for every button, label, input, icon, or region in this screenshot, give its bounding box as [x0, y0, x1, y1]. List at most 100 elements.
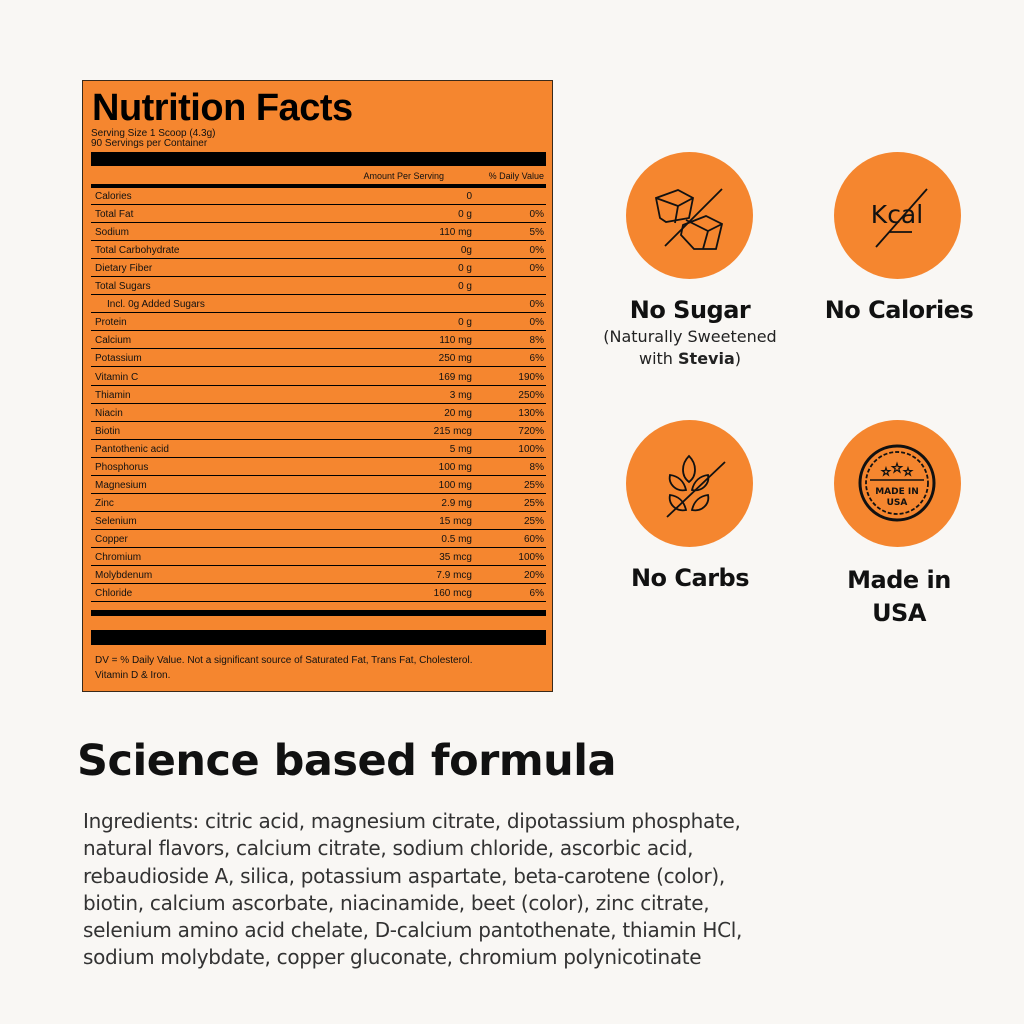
nutrient-dv: 25%: [523, 515, 544, 527]
ingredients-line: biotin, calcium ascorbate, niacinamide, …: [83, 890, 710, 915]
nutrient-name: Biotin: [95, 425, 121, 437]
nutrient-row: Molybdenum 7.9 mcg 20%: [91, 566, 546, 585]
nutrient-name: Phosphorus: [95, 461, 149, 473]
nutrient-dv: 8%: [529, 335, 544, 347]
nutrient-row: Thiamin 3 mg 250%: [91, 386, 546, 404]
footnote-line: Vitamin D & Iron.: [95, 670, 171, 681]
no-sugar-cubes-icon: [654, 188, 724, 250]
nutrient-row: Total Sugars 0 g: [91, 277, 546, 296]
nutrient-row: Incl. 0g Added Sugars 0%: [91, 295, 546, 314]
no-carbs-label: No Carbs: [630, 564, 750, 592]
nutrient-amount: 110 mg: [439, 335, 472, 347]
ingredients-line: natural flavors, calcium citrate, sodium…: [83, 836, 694, 861]
nutrient-name: Potassium: [95, 353, 142, 365]
nutrient-row: Zinc 2.9 mg 25%: [91, 494, 546, 512]
nutrient-amount: 0g: [460, 245, 472, 257]
subtitle-text: ): [734, 349, 741, 368]
nutrient-name: Protein: [95, 317, 127, 329]
nutrient-dv: 130%: [518, 407, 544, 419]
servings-per-container: 90 Servings per Container: [91, 138, 208, 149]
nutrient-name: Sodium: [95, 227, 129, 239]
nutrient-row: Niacin 20 mg 130%: [91, 404, 546, 422]
formula-heading: Science based formula: [77, 736, 617, 786]
subtitle-line: with Stevia): [580, 348, 800, 370]
nutrient-dv: 0%: [529, 209, 544, 221]
nutrient-row: Vitamin C 169 mg 190%: [91, 367, 546, 386]
no-sugar-badge: [626, 152, 753, 279]
ingredients-line: sodium molybdate, copper gluconate, chro…: [83, 945, 702, 970]
nutrient-row: Phosphorus 100 mg 8%: [91, 458, 546, 476]
nutrient-rows: Calories 0 Total Fat 0 g 0% Sodium 110 mg 5% Tot…: [91, 187, 546, 603]
nutrient-amount: 100 mg: [438, 479, 472, 491]
svg-text:★: ★: [882, 467, 891, 478]
subtitle-text: with: [638, 349, 679, 368]
nutrient-dv: 5%: [529, 227, 544, 239]
nutrient-dv: 190%: [518, 371, 544, 383]
nutrient-amount: 0 g: [458, 317, 472, 329]
ingredients-line: Ingredients: citric acid, magnesium citr…: [83, 809, 741, 833]
nutrient-row: Chloride 160 mcg 6%: [91, 584, 546, 603]
serving-size: Serving Size 1 Scoop (4.3g): [91, 128, 216, 139]
nutrient-amount: 0 g: [458, 263, 472, 275]
nutrient-name: Magnesium: [95, 479, 147, 491]
nutrient-row: Magnesium 100 mg 25%: [91, 476, 546, 494]
nutrient-row: Dietary Fiber 0 g 0%: [91, 259, 546, 278]
nutrient-row: Calories 0: [91, 187, 546, 206]
nutrient-name: Niacin: [95, 407, 123, 419]
nutrient-amount: 0.5 mg: [441, 533, 472, 545]
nutrient-row: Protein 0 g 0%: [91, 313, 546, 332]
nutrient-amount: 15 mcg: [439, 515, 472, 527]
nutrient-amount: 7.9 mcg: [436, 570, 472, 582]
footnote: DV = % Daily Value. Not a significant so…: [95, 653, 545, 683]
nutrition-facts-panel: Nutrition Facts Serving Size 1 Scoop (4.…: [82, 80, 553, 692]
nutrient-amount: 0 g: [458, 209, 472, 221]
amount-header: Amount Per Serving: [363, 171, 444, 181]
nutrient-row: Biotin 215 mcg 720%: [91, 422, 546, 440]
nutrient-name: Total Sugars: [95, 281, 151, 293]
nutrient-amount: 215 mcg: [433, 425, 472, 437]
nutrient-amount: 169 mg: [438, 371, 472, 383]
ingredients-list: Ingredients: citric acid, magnesium citr…: [83, 808, 843, 972]
nutrient-amount: 250 mg: [438, 353, 472, 365]
nutrient-row: Total Fat 0 g 0%: [91, 205, 546, 224]
divider-bar: [91, 152, 546, 166]
nutrient-name: Calcium: [95, 335, 132, 347]
nutrient-dv: 60%: [523, 533, 544, 545]
nutrient-dv: 8%: [529, 461, 544, 473]
nutrient-dv: 25%: [523, 479, 544, 491]
label-line: USA: [872, 599, 926, 627]
nutrient-name: Chromium: [95, 551, 142, 563]
nutrient-amount: 100 mg: [438, 461, 472, 473]
stevia-text: Stevia: [678, 349, 735, 368]
nutrient-dv: 6%: [529, 588, 544, 600]
nutrient-row: Chromium 35 mcg 100%: [91, 548, 546, 566]
nutrient-dv: 0%: [529, 263, 544, 275]
ingredients-line: selenium amino acid chelate, D-calcium p…: [83, 918, 743, 943]
divider-bar: [91, 610, 546, 616]
no-calories-label: No Calories: [824, 296, 974, 324]
subtitle-line: (Naturally Sweetened: [603, 327, 777, 346]
nutrient-name: Molybdenum: [95, 570, 153, 582]
no-sugar-subtitle: (Naturally Sweetened with Stevia): [580, 326, 800, 370]
nutrient-row: Selenium 15 mcg 25%: [91, 512, 546, 530]
divider-bar: [91, 630, 546, 645]
nutrient-row: Calcium 110 mg 8%: [91, 331, 546, 350]
svg-text:★: ★: [892, 461, 903, 475]
made-in-usa-label: Made in USA: [789, 564, 1009, 630]
footnote-line: DV = % Daily Value. Not a significant so…: [95, 655, 473, 666]
nutrient-name: Pantothenic acid: [95, 443, 169, 455]
nutrient-dv: 250%: [518, 389, 544, 401]
nutrient-amount: 110 mg: [439, 227, 472, 239]
nutrient-dv: 20%: [523, 570, 544, 582]
seal-text: USA: [887, 498, 908, 508]
nutrient-amount: 0 g: [458, 281, 472, 293]
nutrition-facts-title: Nutrition Facts: [92, 87, 353, 129]
seal-text: MADE IN: [875, 487, 919, 497]
nutrient-row: Potassium 250 mg 6%: [91, 349, 546, 368]
nutrient-row: Copper 0.5 mg 60%: [91, 530, 546, 548]
nutrient-name: Total Carbohydrate: [95, 245, 180, 257]
nutrient-name: Incl. 0g Added Sugars: [107, 299, 205, 311]
no-sugar-label: No Sugar: [629, 296, 751, 324]
nutrient-amount: 5 mg: [449, 443, 472, 455]
nutrient-name: Thiamin: [95, 389, 131, 401]
